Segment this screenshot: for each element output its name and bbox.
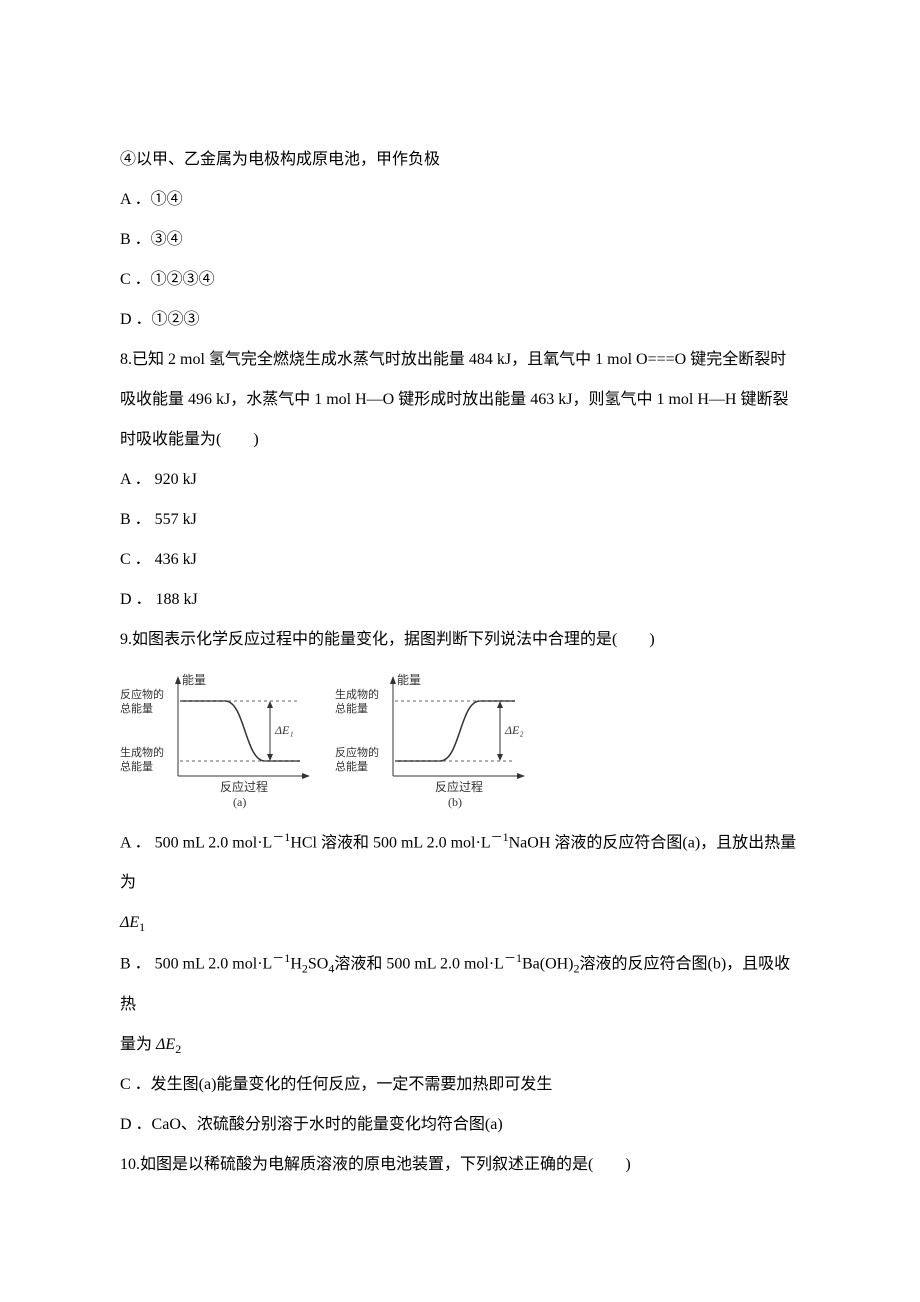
q8-choice-c: C ． 436 kJ [120, 540, 800, 580]
fig-a-delta: ΔE₁ [274, 723, 294, 737]
q9-figure: 能量 反应物的 总能量 生成物的 总能量 ΔE₁ 反应过程 (a) [120, 666, 800, 816]
q7-choice-d: D ．①②③ [120, 300, 800, 340]
fig-a-xlabel: 反应过程 [220, 779, 268, 794]
q9a-mid1: HCl 溶液和 500 mL 2.0 mol·L [290, 834, 490, 851]
q9b-deltasub: 2 [175, 1042, 181, 1056]
q9-choice-a: A ． 500 mL 2.0 mol·L－1HCl 溶液和 500 mL 2.0… [120, 822, 800, 903]
fig-a-bot1: 生成物的 [120, 745, 164, 759]
q9b-mid3: Ba(OH) [522, 956, 574, 973]
q9a-delta: ΔE [120, 914, 139, 931]
q9-stem: 9.如图表示化学反应过程中的能量变化，据图判断下列说法中合理的是( ) [120, 620, 800, 660]
fig-a-top1: 反应物的 [120, 687, 164, 701]
q9-choice-d: D ．CaO、浓硫酸分别溶于水时的能量变化均符合图(a) [120, 1105, 800, 1145]
q9-choice-b: B ． 500 mL 2.0 mol·L－1H2SO4溶液和 500 mL 2.… [120, 943, 800, 1024]
fig-b-tag: (b) [448, 795, 462, 809]
q9a-sup2: －1 [491, 830, 509, 844]
q9b-sup2: －1 [504, 951, 522, 965]
fig-a-bot2: 总能量 [120, 759, 153, 773]
q9b-mid1: H [290, 956, 302, 973]
q8-choice-b: B ． 557 kJ [120, 500, 800, 540]
q9a-deltasub: 1 [139, 921, 145, 935]
q9-choice-b-line2: 量为 ΔE2 [120, 1025, 800, 1065]
fig-b-xlabel: 反应过程 [435, 779, 483, 794]
q10-stem: 10.如图是以稀硫酸为电解质溶液的原电池装置，下列叙述正确的是( ) [120, 1145, 800, 1185]
fig-b-ylabel: 能量 [397, 673, 421, 687]
fig-b-delta: ΔE₂ [504, 723, 524, 737]
q9a-pre: A ． 500 mL 2.0 mol·L [120, 834, 272, 851]
q7-premise-line: ④以甲、乙金属为电极构成原电池，甲作负极 [120, 140, 800, 180]
q9b-sup1: －1 [272, 951, 290, 965]
fig-a-ylabel: 能量 [182, 673, 206, 687]
fig-a-top2: 总能量 [120, 701, 153, 715]
q9-choice-a-line2: ΔE1 [120, 903, 800, 943]
q8-stem: 8.已知 2 mol 氢气完全燃烧生成水蒸气时放出能量 484 kJ，且氧气中 … [120, 340, 800, 460]
q9b-mid2: 溶液和 500 mL 2.0 mol·L [334, 956, 504, 973]
q9b-delta: ΔE [156, 1036, 175, 1053]
q9b-mid1b: SO [308, 956, 328, 973]
q7-choice-a: A ．①④ [120, 180, 800, 220]
q7-choice-b: B ．③④ [120, 220, 800, 260]
fig-b-top2: 总能量 [335, 701, 368, 715]
fig-b-bot1: 反应物的 [335, 745, 379, 759]
q9b-l2pre: 量为 [120, 1036, 156, 1053]
q8-choice-a: A ． 920 kJ [120, 460, 800, 500]
q7-choice-c: C ．①②③④ [120, 260, 800, 300]
q8-choice-d: D ． 188 kJ [120, 580, 800, 620]
q9b-pre: B ． 500 mL 2.0 mol·L [120, 956, 272, 973]
fig-b-bot2: 总能量 [335, 759, 368, 773]
q9-choice-c: C ．发生图(a)能量变化的任何反应，一定不需要加热即可发生 [120, 1065, 800, 1105]
q9a-sup1: －1 [272, 830, 290, 844]
fig-b-top1: 生成物的 [335, 687, 379, 701]
fig-a-tag: (a) [233, 795, 246, 809]
